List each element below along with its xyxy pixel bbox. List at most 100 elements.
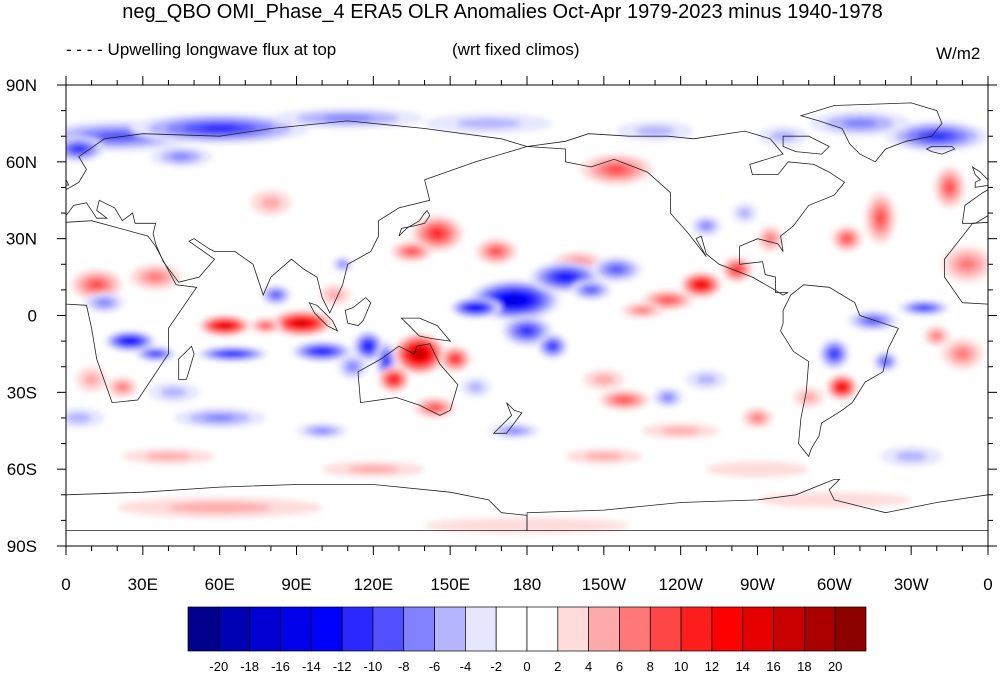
- anomaly-contour: [926, 133, 947, 140]
- colorbar-swatch: [434, 606, 466, 652]
- anomaly-contour: [831, 350, 838, 357]
- anomaly-contour: [959, 258, 976, 271]
- x-tick-label: 90E: [281, 575, 311, 594]
- x-tick-label: 120W: [658, 575, 702, 594]
- anomaly-contour: [262, 323, 270, 328]
- anomaly-contour: [468, 382, 484, 393]
- coastline-uk: [66, 179, 70, 186]
- anomaly-contour: [698, 283, 705, 287]
- x-tick-label: 60W: [817, 575, 852, 594]
- anomaly-contour: [585, 287, 597, 293]
- anomaly-contour: [610, 266, 623, 273]
- anomaly-contour: [406, 248, 417, 255]
- colorbar-label: 4: [585, 659, 592, 674]
- anomaly-contour: [918, 306, 930, 310]
- anomaly-contour: [171, 153, 192, 161]
- coastline-australia: [357, 343, 459, 416]
- colorbar-label: 6: [616, 659, 623, 674]
- x-tick-label: 60E: [205, 575, 235, 594]
- x-tick-label: 30E: [128, 575, 158, 594]
- coastline-borneo: [344, 297, 372, 327]
- colorbar-swatch: [619, 606, 651, 652]
- coastline-s-america: [780, 284, 899, 458]
- colorbar: [187, 606, 867, 652]
- anomaly-contour: [151, 352, 160, 356]
- anomaly-contour: [456, 118, 521, 129]
- units-label: W/m2: [936, 44, 981, 63]
- colorbar-label: 16: [766, 659, 780, 674]
- anomaly-contour: [339, 261, 346, 267]
- anomaly-contour: [521, 327, 533, 334]
- anomaly-contour: [955, 348, 970, 359]
- coastline-n-america-west: [526, 130, 846, 296]
- anomaly-contour: [391, 377, 397, 382]
- coastline-africa: [66, 220, 198, 404]
- anomaly-contour: [347, 465, 399, 474]
- colorbar-swatch: [465, 606, 497, 652]
- anomaly-contour: [866, 318, 880, 324]
- anomaly-contour: [429, 405, 440, 411]
- colorbar-swatch: [557, 606, 589, 652]
- anomaly-contour: [272, 292, 280, 298]
- colorbar-label: 10: [674, 659, 688, 674]
- colorbar-swatch: [187, 606, 220, 652]
- x-axis-labels: 0 30E 60E 90E 120E 150E 180 150W 120W 90W 60W 30W 0: [61, 575, 992, 594]
- colorbar-label: -18: [240, 659, 259, 674]
- anomaly-contour: [322, 114, 374, 122]
- anomaly-contour: [843, 235, 851, 242]
- coastline-antarctica: [66, 484, 528, 531]
- colorbar-swatch: [526, 606, 559, 652]
- colorbar-label: -8: [398, 659, 410, 674]
- colorbar-swatch: [680, 606, 713, 652]
- subtitle-left-text: Upwelling longwave flux at top: [107, 40, 337, 59]
- anomaly-contour: [327, 289, 343, 301]
- anomaly-contour: [584, 452, 623, 461]
- anomaly-contour: [945, 182, 954, 193]
- y-tick-label: 60N: [6, 153, 37, 172]
- anomaly-contour: [701, 222, 712, 230]
- anomaly-contour: [752, 414, 763, 422]
- coastline-iceland: [925, 146, 956, 155]
- y-tick-label: 30S: [7, 383, 37, 402]
- anomaly-contour: [97, 299, 112, 307]
- colorbar-swatch: [711, 606, 744, 652]
- coastline-eurasia: [66, 120, 529, 314]
- coastline-antarctica: [526, 479, 988, 531]
- colorbar-label: 12: [705, 659, 719, 674]
- y-tick-label: 30N: [6, 230, 37, 249]
- anomaly-contour: [505, 428, 523, 434]
- anomaly-contour: [66, 412, 92, 423]
- x-tick-label: 150E: [430, 575, 470, 594]
- colorbar-swatch: [495, 606, 528, 652]
- anomaly-contour: [221, 324, 228, 328]
- anomaly-field: [66, 108, 988, 534]
- coastline-eurasia: [961, 189, 988, 224]
- anomaly-contour: [617, 397, 631, 403]
- anomaly-contour: [661, 297, 675, 303]
- anomaly-contour: [607, 165, 626, 174]
- coastlines: [66, 102, 988, 531]
- anomaly-contour: [226, 352, 239, 356]
- anomaly-contour: [126, 339, 134, 343]
- x-tick-label: 0: [983, 575, 992, 594]
- anomaly-contour: [147, 272, 165, 282]
- coastline-greenland: [799, 102, 943, 163]
- colorbar-swatch: [742, 606, 774, 652]
- colorbar-label: 18: [797, 659, 811, 674]
- anomaly-contour: [842, 119, 878, 128]
- anomaly-contour: [696, 374, 717, 385]
- coastline-new-zealand: [492, 402, 523, 434]
- anomaly-contour: [365, 343, 371, 349]
- colorbar-label: 20: [828, 659, 842, 674]
- x-tick-label: 90W: [740, 575, 775, 594]
- anomaly-contour: [73, 146, 84, 152]
- colorbar-label: -16: [271, 659, 290, 674]
- anomaly-contour: [432, 229, 443, 238]
- anomaly-contour: [895, 451, 927, 462]
- anomaly-contour: [491, 248, 502, 255]
- axis-ticks: [57, 76, 997, 555]
- x-tick-label: 120E: [353, 575, 393, 594]
- coastline-japan: [398, 209, 431, 237]
- colorbar-swatch: [649, 606, 682, 652]
- anomaly-contour: [160, 387, 187, 398]
